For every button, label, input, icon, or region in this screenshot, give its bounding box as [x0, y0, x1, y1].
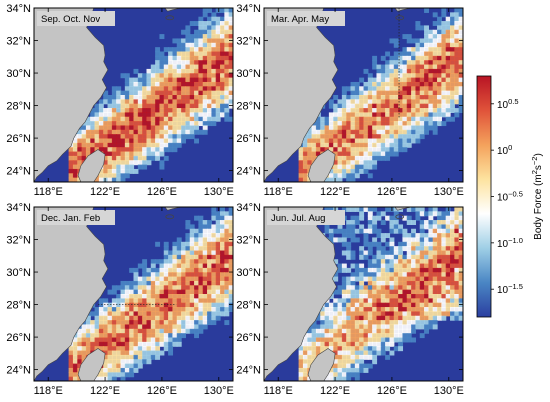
china-coast-landmass: [34, 8, 109, 182]
lat-tick-label: 24°N: [6, 166, 31, 178]
season-label: Jun. Jul. Aug: [267, 210, 345, 225]
taiwan-island: [77, 149, 106, 182]
lat-tick-label: 34°N: [6, 202, 31, 214]
body-force-field: [298, 207, 463, 381]
colorbar-tick-label: 10−1.5: [497, 282, 523, 296]
china-coast-landmass: [264, 207, 339, 381]
season-label-text: Jun. Jul. Aug: [271, 213, 325, 224]
map-frame: [33, 206, 234, 382]
lon-tick-label: 130°E: [204, 385, 234, 397]
lat-tick-label: 28°N: [236, 101, 261, 113]
lat-tick-label: 34°N: [6, 3, 31, 15]
lat-tick-label: 26°N: [236, 133, 261, 145]
body-force-field: [68, 207, 233, 381]
lat-tick-label: 26°N: [6, 133, 31, 145]
lat-tick-label: 30°N: [236, 68, 261, 80]
lat-tick-label: 30°N: [6, 68, 31, 80]
map-panel-son: Sep. Oct. Nov 34°N 32°N 30°N 28°N 26°N 24°N118…: [6, 3, 233, 198]
lon-tick-label: 122°E: [90, 186, 120, 198]
lat-tick-label: 32°N: [6, 36, 31, 48]
jeju-island: [395, 15, 405, 21]
lon-tick-label: 126°E: [147, 186, 177, 198]
lon-tick-label: 118°E: [264, 385, 293, 397]
taiwan-island: [77, 348, 106, 381]
lon-tick-label: 130°E: [204, 186, 234, 198]
lon-tick-label: 126°E: [147, 385, 177, 397]
body-force-field: [298, 8, 463, 182]
lat-tick-label: 28°N: [6, 300, 31, 312]
season-label: Dec. Jan. Feb: [37, 210, 115, 225]
lat-tick-label: 24°N: [236, 365, 261, 377]
lon-tick-label: 118°E: [34, 186, 63, 198]
map-panel-mam: Mar. Apr. May 34°N 32°N 30°N 28°N 26°N 24°N118…: [236, 3, 463, 198]
lon-tick-label: 130°E: [434, 186, 464, 198]
taiwan-island: [307, 149, 336, 182]
map-panels: Sep. Oct. Nov34°N32°N30°N28°N26°N24°N118…: [6, 3, 463, 397]
map-panel-djf: Dec. Jan. Feb 34°N 32°N 30°N 28°N 26°N 24°N118…: [6, 202, 233, 397]
lat-tick-label: 32°N: [236, 235, 261, 247]
jeju-island: [395, 214, 405, 220]
jeju-island: [165, 214, 175, 220]
lat-tick-label: 32°N: [236, 36, 261, 48]
lon-tick-label: 118°E: [264, 186, 293, 198]
lat-tick-label: 26°N: [6, 332, 31, 344]
china-coast-landmass: [264, 8, 339, 182]
lat-tick-label: 26°N: [236, 332, 261, 344]
colorbar-title: Body Force (m2s−2): [530, 153, 544, 240]
colorbar-tick-label: 10−0.5: [497, 190, 523, 204]
lat-tick-label: 24°N: [6, 365, 31, 377]
lat-tick-label: 28°N: [6, 101, 31, 113]
map-frame: [263, 7, 464, 183]
taiwan-island: [307, 348, 336, 381]
colorbar-tick-label: 100: [497, 143, 512, 157]
lon-tick-label: 122°E: [320, 186, 350, 198]
season-label-text: Mar. Apr. May: [271, 14, 329, 25]
lon-tick-label: 122°E: [320, 385, 350, 397]
season-label-text: Dec. Jan. Feb: [41, 213, 100, 224]
lon-tick-label: 126°E: [377, 385, 407, 397]
season-label-text: Sep. Oct. Nov: [41, 14, 100, 25]
lat-tick-label: 30°N: [236, 267, 261, 279]
colorbar-tick-label: 100.5: [497, 97, 519, 111]
map-frame: [33, 7, 234, 183]
jeju-island: [165, 15, 175, 21]
lat-tick-label: 30°N: [6, 267, 31, 279]
colorbar-scale: [476, 75, 492, 318]
lat-tick-label: 34°N: [236, 202, 261, 214]
season-label: Mar. Apr. May: [267, 11, 345, 26]
map-frame: [263, 206, 464, 382]
lat-tick-label: 32°N: [6, 235, 31, 247]
map-panel-jja: Jun. Jul. Aug 34°N 32°N 30°N 28°N 26°N 24°N118…: [236, 202, 463, 397]
season-label: Sep. Oct. Nov: [37, 11, 115, 26]
lat-tick-label: 24°N: [236, 166, 261, 178]
lon-tick-label: 122°E: [90, 385, 120, 397]
lon-tick-label: 126°E: [377, 186, 407, 198]
lat-tick-label: 34°N: [236, 3, 261, 15]
lon-tick-label: 118°E: [34, 385, 63, 397]
colorbar-tick-label: 10−1.0: [497, 236, 523, 250]
china-coast-landmass: [34, 207, 109, 381]
lat-tick-label: 28°N: [236, 300, 261, 312]
colorbar: 100.5 100 10−0.5 10−1.0 10−1.5 Body Force (m2…: [476, 75, 544, 318]
lon-tick-label: 130°E: [434, 385, 464, 397]
